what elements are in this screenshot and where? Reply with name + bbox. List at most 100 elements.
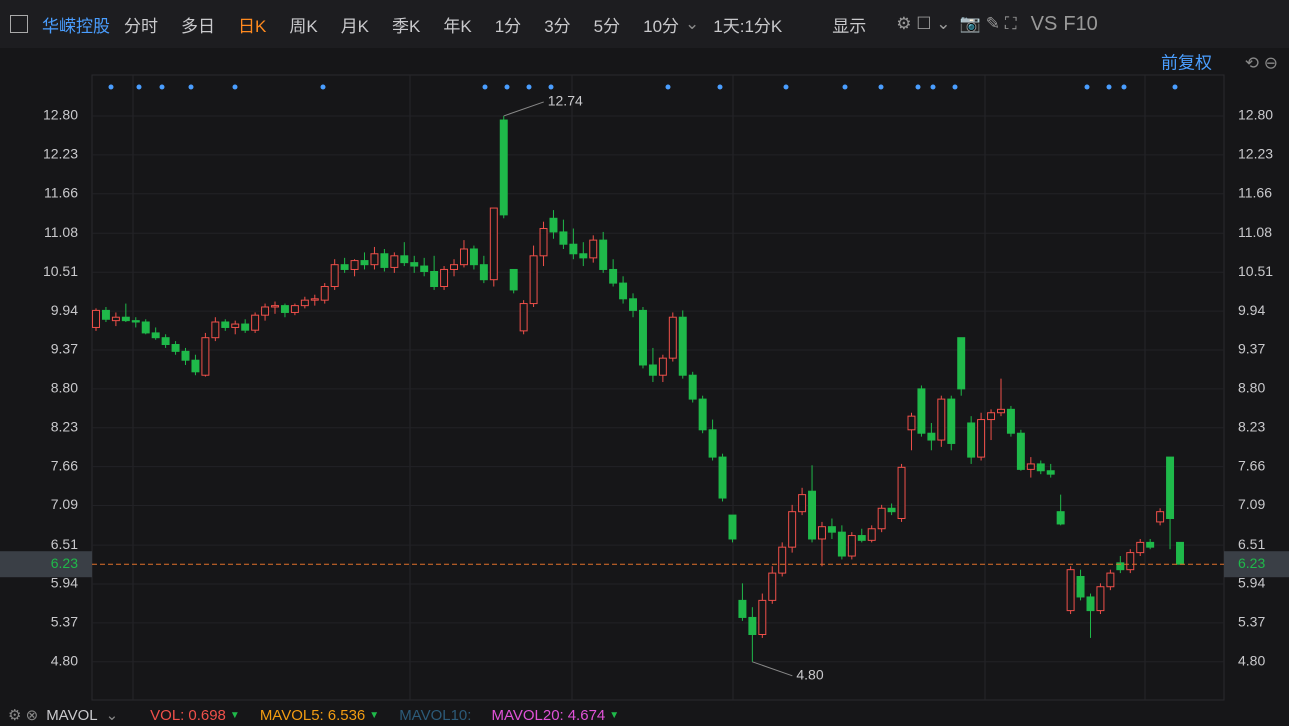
candle-body — [231, 323, 240, 328]
chart: 前复权 ⟲ ⊖ 4.80 4.80 5.37 5.37 5.94 5.94 6.51 6.51… — [0, 53, 1289, 701]
candle-body — [997, 408, 1005, 414]
candle-body — [440, 268, 449, 288]
candle-body — [221, 321, 230, 328]
tab[interactable]: 季K — [392, 16, 421, 36]
last-price-label-right: 6.23 — [1238, 555, 1265, 571]
menu-icon[interactable] — [10, 15, 28, 33]
candle-body — [519, 303, 528, 332]
y-tick-label-right: 12.80 — [1238, 107, 1273, 123]
y-tick-label: 11.66 — [44, 184, 78, 200]
candle-body — [658, 357, 667, 376]
candle-body — [350, 260, 359, 270]
candle-body — [977, 419, 986, 458]
candle-body — [549, 217, 558, 233]
arrow: ▼ — [369, 709, 380, 721]
period[interactable]: 1天:1分K — [713, 16, 783, 36]
tab[interactable]: 日K — [238, 16, 267, 36]
candle-body — [400, 255, 409, 264]
candle-body — [1016, 432, 1025, 470]
candle-body — [967, 422, 976, 458]
candle-body — [808, 490, 817, 540]
y-tick-label: 12.80 — [43, 107, 78, 123]
candle-body — [688, 374, 697, 400]
adjust-button[interactable]: 前复权 — [1161, 53, 1212, 72]
last-price-label: 6.23 — [51, 555, 78, 571]
vertical-grid — [132, 75, 1146, 700]
tab[interactable]: 分时 — [124, 16, 158, 36]
y-tick-label-right: 8.80 — [1238, 380, 1265, 396]
candle-body — [1056, 511, 1065, 525]
settings-icons[interactable]: ⚙ ⊗ — [8, 707, 39, 724]
y-tick-label: 8.23 — [51, 418, 78, 434]
low-label: 4.80 — [796, 666, 823, 682]
candle-body — [738, 599, 747, 618]
dropdown[interactable]: ⌄ — [685, 14, 700, 33]
y-tick-label-right: 9.94 — [1238, 302, 1265, 318]
candle-body — [1136, 541, 1145, 554]
tab[interactable]: 多日 — [181, 16, 215, 36]
indicator-dropdown[interactable]: ⌄ — [105, 707, 119, 724]
candle-body — [211, 321, 220, 339]
event-markers — [108, 84, 1178, 90]
display-menu[interactable]: 显示 — [832, 16, 867, 36]
y-tick-label: 12.23 — [43, 146, 78, 162]
candle-body — [469, 248, 478, 266]
candle-body — [529, 255, 538, 305]
candle-body — [1146, 541, 1155, 548]
indicator-bar: ⚙ ⊗ MAVOL ⌄ VOL: 0.698 ▼ MAVOL5: 6.536 ▼ MAVOL… — [0, 704, 1289, 726]
tab[interactable]: 5分 — [593, 16, 621, 36]
low-pointer — [752, 661, 793, 677]
tab[interactable]: 3分 — [544, 16, 571, 36]
candle-body — [1076, 576, 1085, 598]
icons[interactable]: ⚙ ☐ ⌄ 📷 ✎ ⛶ — [896, 14, 1017, 33]
candle-body — [638, 309, 647, 366]
candle-body — [877, 507, 886, 530]
candle-body — [360, 260, 369, 266]
candle-body — [907, 415, 916, 431]
candle-body — [131, 320, 140, 323]
candle-body — [857, 535, 866, 541]
y-tick-label-right: 4.80 — [1238, 652, 1265, 668]
indicator-value: 0.698 — [188, 706, 226, 724]
y-tick-label: 9.94 — [51, 302, 78, 318]
candle-body — [330, 264, 339, 288]
candle-body — [489, 207, 498, 281]
tab[interactable]: 1分 — [494, 16, 522, 36]
candle-body — [728, 514, 737, 540]
y-tick-label-right: 11.66 — [1238, 184, 1272, 200]
candle-body — [619, 282, 628, 300]
y-tick-label-right: 6.51 — [1238, 536, 1265, 552]
candle-body — [798, 494, 807, 513]
candle-body — [897, 466, 906, 520]
candle-body — [867, 528, 876, 541]
tab[interactable]: 年K — [443, 16, 472, 36]
reset-icons[interactable]: ⟲ ⊖ — [1245, 53, 1278, 72]
indicator-name[interactable]: MAVOL — [46, 706, 98, 724]
y-tick-label: 5.94 — [51, 575, 78, 591]
stock-name[interactable]: 华嵘控股 — [42, 16, 110, 36]
y-tick-label: 8.80 — [51, 380, 78, 396]
y-tick-label: 5.37 — [51, 614, 78, 630]
tab[interactable]: 月K — [340, 16, 370, 36]
tab[interactable]: 10分 — [643, 16, 680, 36]
arrow: ▼ — [229, 709, 240, 721]
candle-body — [718, 456, 727, 499]
y-tick-label: 6.51 — [51, 536, 78, 552]
plot-frame — [91, 74, 1225, 701]
indicator-value: 6.536 — [327, 706, 366, 724]
candle-body — [579, 253, 588, 259]
tab[interactable]: 周K — [289, 16, 318, 36]
indicator-value: 4.674 — [567, 706, 606, 724]
candle-body — [280, 305, 289, 313]
candle-body — [1166, 456, 1175, 520]
candle-body — [778, 546, 787, 574]
candle-body — [818, 526, 826, 540]
candle-body — [1026, 463, 1035, 470]
vs[interactable]: VS — [1030, 12, 1058, 35]
candle-body — [479, 264, 488, 281]
y-tick-label-right: 9.37 — [1238, 341, 1265, 357]
f10[interactable]: F10 — [1063, 12, 1098, 35]
indicator-label: VOL: — [150, 706, 185, 724]
candle-body — [887, 507, 896, 513]
candle-body — [101, 309, 110, 320]
